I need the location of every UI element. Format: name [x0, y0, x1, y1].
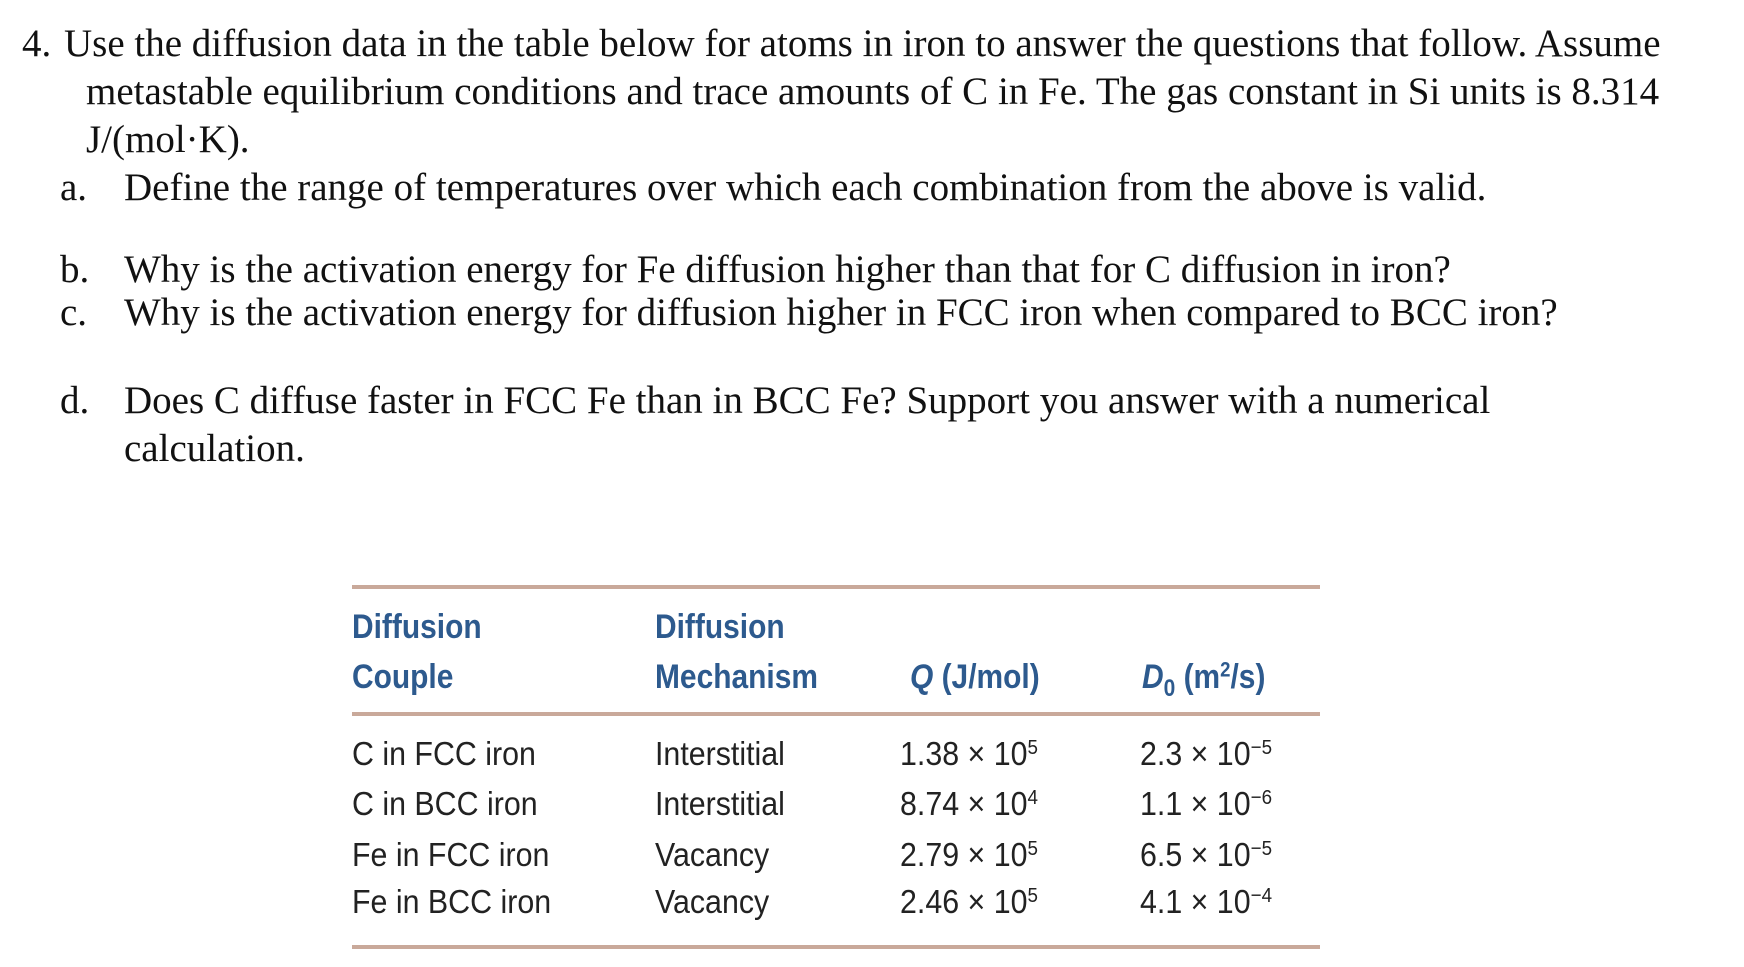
- item-text: Why is the activation energy for Fe diff…: [124, 248, 1451, 291]
- cell-exponent: 5: [1027, 883, 1038, 907]
- table-cell: 1.38 × 105: [900, 734, 1038, 774]
- table-cell: 6.5 × 10−5: [1140, 835, 1272, 875]
- cell-exponent: 4: [1027, 785, 1038, 809]
- table-cell: Fe in FCC iron: [352, 836, 550, 873]
- table-cell: 1.1 × 10−6: [1140, 784, 1272, 824]
- header-unit-sup: 2: [1220, 658, 1231, 682]
- header-symbol: D: [1142, 658, 1164, 696]
- cell-base: 2.46 × 10: [900, 883, 1028, 920]
- header-cell: D0 (m2/s): [1142, 652, 1265, 702]
- cell-exponent: −6: [1250, 785, 1273, 809]
- question-item: b. Why is the activation energy for Fe di…: [60, 246, 1660, 294]
- table-cell: 2.3 × 10−5: [1140, 734, 1272, 774]
- item-text: Why is the activation energy for diffusi…: [124, 291, 1558, 334]
- cell-base: 6.5 × 10: [1140, 836, 1251, 873]
- header-cell: Diffusion: [352, 608, 482, 646]
- header-unit: (J/mol): [941, 658, 1040, 696]
- item-text: Does C diffuse faster in FCC Fe than in …: [124, 379, 1491, 470]
- item-label: a.: [60, 166, 88, 209]
- table-cell: Fe in BCC iron: [352, 883, 552, 920]
- header-subscript: 0: [1163, 674, 1176, 702]
- table-cell: 8.74 × 104: [900, 784, 1038, 824]
- table-cell: Interstitial: [655, 785, 785, 822]
- cell-exponent: 5: [1027, 735, 1038, 759]
- table-rule: [352, 585, 1320, 589]
- table-cell: Vacancy: [655, 883, 770, 920]
- table-rule: [352, 945, 1320, 949]
- cell-exponent: −4: [1250, 883, 1273, 907]
- cell-base: 4.1 × 10: [1140, 883, 1251, 920]
- question-item: d. Does C diffuse faster in FCC Fe than i…: [60, 377, 1660, 473]
- cell-exponent: −5: [1250, 735, 1273, 759]
- question-item: a. Define the range of temperatures over …: [60, 164, 1660, 212]
- table-cell: C in BCC iron: [352, 785, 538, 822]
- question-text: Use the diffusion data in the table belo…: [64, 22, 1661, 161]
- cell-base: 2.79 × 10: [900, 836, 1028, 873]
- item-text: Define the range of temperatures over wh…: [124, 166, 1487, 209]
- cell-base: 1.38 × 10: [900, 735, 1028, 772]
- table-cell: Interstitial: [655, 735, 785, 772]
- cell-base: 2.3 × 10: [1140, 735, 1251, 772]
- cell-exponent: −5: [1250, 836, 1273, 860]
- item-label: b.: [60, 248, 90, 291]
- question-intro: 4. Use the diffusion data in the table be…: [22, 20, 1662, 164]
- table-cell: C in FCC iron: [352, 735, 536, 772]
- table-cell: Vacancy: [655, 836, 770, 873]
- question-number: 4.: [22, 22, 52, 65]
- header-cell: Mechanism: [655, 658, 818, 696]
- question-item: c. Why is the activation energy for diffu…: [60, 289, 1660, 337]
- cell-exponent: 5: [1027, 836, 1038, 860]
- table-cell: 4.1 × 10−4: [1140, 882, 1272, 922]
- table-cell: 2.79 × 105: [900, 835, 1038, 875]
- header-cell: Diffusion: [655, 608, 785, 646]
- cell-base: 1.1 × 10: [1140, 785, 1251, 822]
- table-rule: [352, 712, 1320, 716]
- header-cell: Couple: [352, 658, 454, 696]
- table-cell: 2.46 × 105: [900, 882, 1038, 922]
- header-unit: /s): [1230, 658, 1266, 696]
- header-symbol: Q: [910, 658, 934, 696]
- item-label: d.: [60, 379, 90, 422]
- header-cell: Q (J/mol): [910, 652, 1040, 702]
- item-label: c.: [60, 291, 88, 334]
- cell-base: 8.74 × 10: [900, 785, 1028, 822]
- header-unit: (m: [1183, 658, 1221, 696]
